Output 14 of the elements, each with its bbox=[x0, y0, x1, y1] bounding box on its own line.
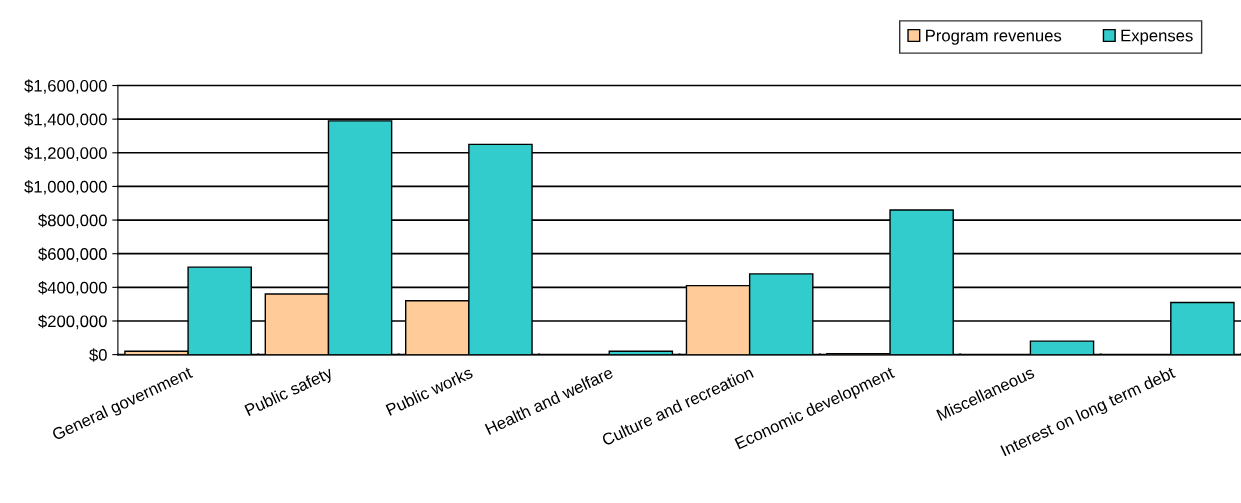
x-tick-label: Public works bbox=[385, 365, 474, 416]
y-tick-label: $600,000 bbox=[38, 247, 107, 262]
y-tick-label: $1,000,000 bbox=[24, 180, 107, 195]
y-tick-label: $800,000 bbox=[38, 213, 107, 229]
legend-label: Program revenues bbox=[926, 29, 1062, 45]
y-tick-label: $400,000 bbox=[38, 281, 107, 296]
legend-label: Expenses bbox=[1121, 29, 1193, 45]
bar bbox=[1029, 340, 1095, 355]
y-tick-label: $0 bbox=[89, 348, 107, 362]
x-tick-label: Public safety bbox=[244, 365, 336, 420]
y-tick-label: $1,600,000 bbox=[24, 79, 107, 94]
y-tick-label: $1,200,000 bbox=[24, 146, 107, 161]
y-tick-label: $1,400,000 bbox=[24, 112, 107, 128]
y-tick-label: $200,000 bbox=[38, 314, 107, 330]
